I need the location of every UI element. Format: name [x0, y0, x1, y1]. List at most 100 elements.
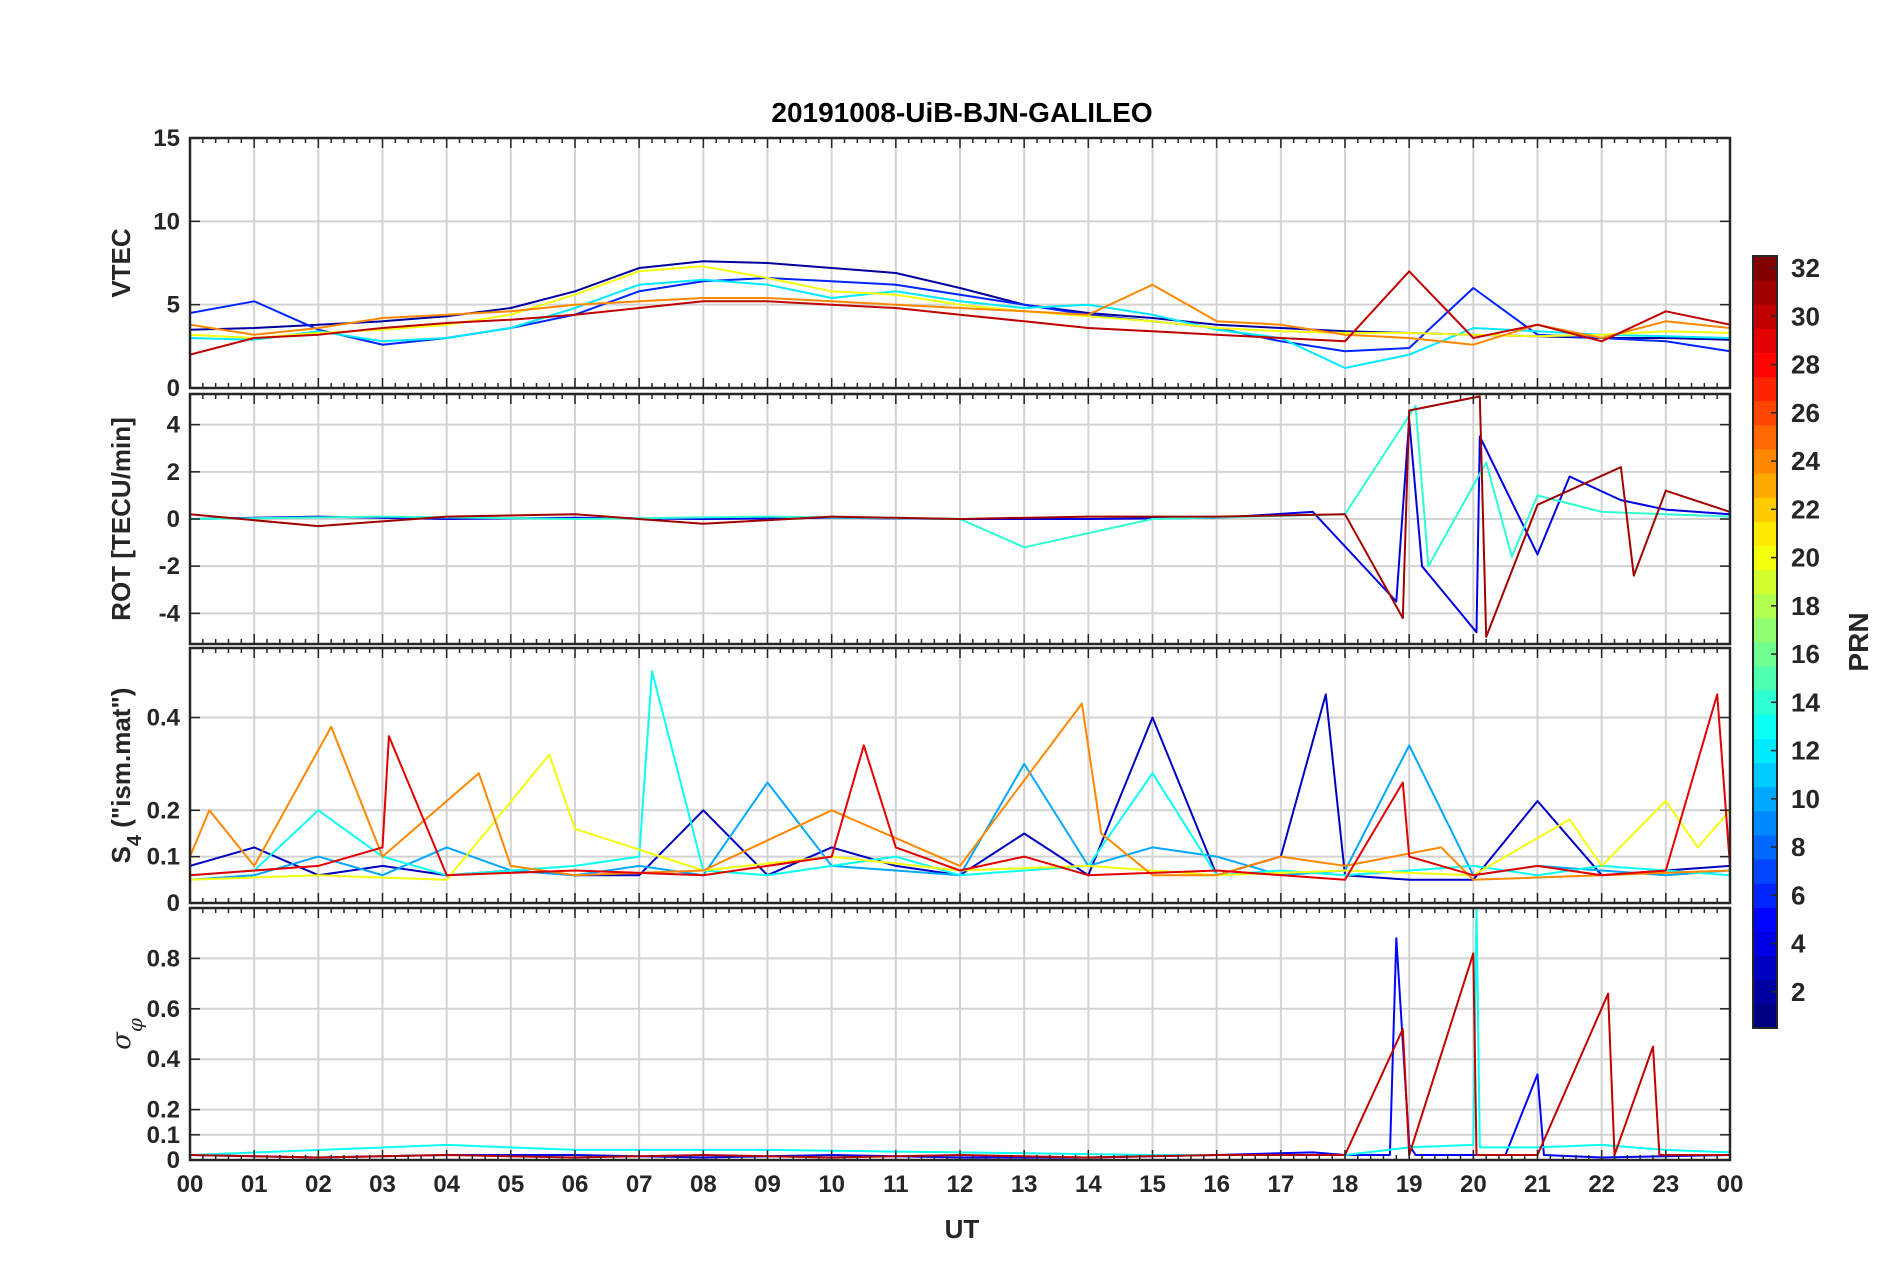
panel-s4: 00.10.20.4S4 ("ism.mat") [106, 646, 1732, 917]
y-axis-label-sub: 4 [124, 834, 146, 846]
colorbar-segment [1753, 328, 1777, 353]
colorbar-tick-label: 4 [1791, 929, 1806, 959]
x-tick-label: 14 [1075, 1171, 1102, 1198]
colorbar-segment [1753, 955, 1777, 981]
y-axis-label-rest: ("ism.mat") [106, 688, 136, 835]
series-group [190, 260, 1730, 369]
y-axis-label-main: S [106, 846, 136, 863]
colorbar-tick-label: 8 [1791, 832, 1805, 862]
colorbar-tick-label: 2 [1791, 977, 1805, 1007]
x-tick-label: 10 [818, 1171, 845, 1198]
y-axis-label: VTEC [106, 228, 136, 298]
x-tick-label: 15 [1139, 1171, 1166, 1198]
x-tick-label: 17 [1267, 1171, 1294, 1198]
series-line-prn-31 [190, 395, 1730, 638]
y-tick-label: 0.1 [147, 844, 180, 871]
colorbar-tick-label: 32 [1791, 253, 1820, 283]
panel-sigma-phi: 00.10.2 0.4 0.6 0.8 σφ 00 01 02 03 04 05 06 07 08 09 10… [107, 906, 1744, 1198]
y-tick-label: 0 [167, 890, 180, 917]
colorbar-segment [1753, 569, 1777, 595]
x-tick-label: 20 [1460, 1171, 1487, 1198]
y-axis-label-sub: φ [123, 1018, 147, 1032]
y-tick-label: 0.4 [147, 705, 181, 732]
panel-frame [188, 906, 1732, 1162]
x-tick-label: 19 [1396, 1171, 1423, 1198]
x-tick-label: 00 [1717, 1171, 1744, 1198]
colorbar-tick-label: 24 [1791, 446, 1820, 476]
y-tick-label: 0.1 [147, 1122, 180, 1149]
colorbar-tick-label: 14 [1791, 687, 1820, 717]
y-tick-label: -4 [159, 600, 181, 627]
colorbar-segment [1753, 666, 1777, 691]
y-tick-label: 0.8 [147, 945, 180, 972]
x-tick-label: 05 [497, 1171, 524, 1198]
colorbar-segment [1753, 521, 1777, 546]
x-tick-label: 06 [562, 1171, 589, 1198]
x-tick-label: 22 [1588, 1171, 1615, 1198]
x-tick-label: 00 [177, 1171, 204, 1198]
series-line-prn-13 [190, 908, 1730, 1156]
y-tick-label: 0 [167, 1147, 180, 1174]
colorbar-tick-label: 12 [1791, 736, 1820, 766]
colorbar-tick-label: 10 [1791, 784, 1820, 814]
x-tick-label: 02 [305, 1171, 332, 1198]
y-tick-label: 5 [167, 292, 180, 319]
colorbar-segment [1753, 280, 1777, 305]
x-axis-label: UT [945, 1214, 980, 1244]
y-tick-label: -2 [159, 553, 180, 580]
x-tick-label: 13 [1011, 1171, 1038, 1198]
series-group [190, 395, 1730, 638]
panel-vtec: 0 5 10 15 VTEC [106, 125, 1732, 402]
chart-title: 20191008-UiB-BJN-GALILEO [771, 97, 1152, 128]
x-tick-label: 03 [369, 1171, 396, 1198]
y-axis-label: ROT [TECU/min] [106, 417, 136, 621]
series-line-prn-14 [190, 404, 1730, 568]
x-tick-label: 23 [1652, 1171, 1679, 1198]
series-group [190, 670, 1730, 881]
colorbar-segment [1753, 617, 1777, 643]
panel-frame [188, 136, 1732, 390]
colorbar-tick-label: 26 [1791, 398, 1820, 428]
y-tick-label: 0.6 [147, 996, 180, 1023]
colorbar-segment [1753, 1003, 1777, 1029]
y-tick-label: 0 [167, 375, 180, 402]
colorbar-frame [1752, 255, 1778, 1029]
x-tick-label: 16 [1203, 1171, 1230, 1198]
y-tick-label: 2 [167, 459, 180, 486]
colorbar-tick-label: 22 [1791, 494, 1820, 524]
series-line-prn-12 [190, 278, 1730, 369]
panel-rot: -4 -2 0 2 4 ROT [TECU/min] [106, 392, 1732, 646]
colorbar-segment [1753, 424, 1777, 450]
series-line-prn-20 [190, 753, 1730, 881]
colorbar-segment [1753, 762, 1777, 788]
x-tick-label: 21 [1524, 1171, 1551, 1198]
colorbar-segment [1753, 810, 1777, 836]
y-tick-label: 0.2 [147, 1097, 180, 1124]
series-line-prn-20 [190, 265, 1730, 339]
series-line-prn-29 [190, 693, 1730, 881]
x-tick-label: 11 [883, 1171, 908, 1198]
y-tick-label: 10 [153, 208, 180, 235]
colorbar-segment [1753, 907, 1777, 932]
x-tick-label: 04 [433, 1171, 460, 1198]
colorbar-segment [1753, 473, 1777, 498]
colorbar-tick-label: 16 [1791, 639, 1820, 669]
colorbar-tick-label: 30 [1791, 301, 1820, 331]
y-tick-label: 4 [167, 412, 181, 439]
colorbar-segment [1753, 859, 1777, 884]
colorbar-tick-label: 20 [1791, 543, 1820, 573]
series-line-prn-24 [190, 283, 1730, 346]
x-tick-label: 18 [1332, 1171, 1359, 1198]
y-tick-label: 15 [153, 125, 180, 152]
series-line-prn-30 [190, 270, 1730, 356]
colorbar-tick-label: 6 [1791, 880, 1805, 910]
colorbar-tick-label: 18 [1791, 591, 1820, 621]
y-axis-label: S4 ("ism.mat") [106, 688, 146, 864]
colorbar-tick-label: 28 [1791, 350, 1820, 380]
colorbar-segment [1753, 376, 1777, 402]
x-tick-label: 09 [754, 1171, 781, 1198]
x-tick-label: 12 [947, 1171, 974, 1198]
y-axis-label-main: σ [107, 1031, 137, 1050]
